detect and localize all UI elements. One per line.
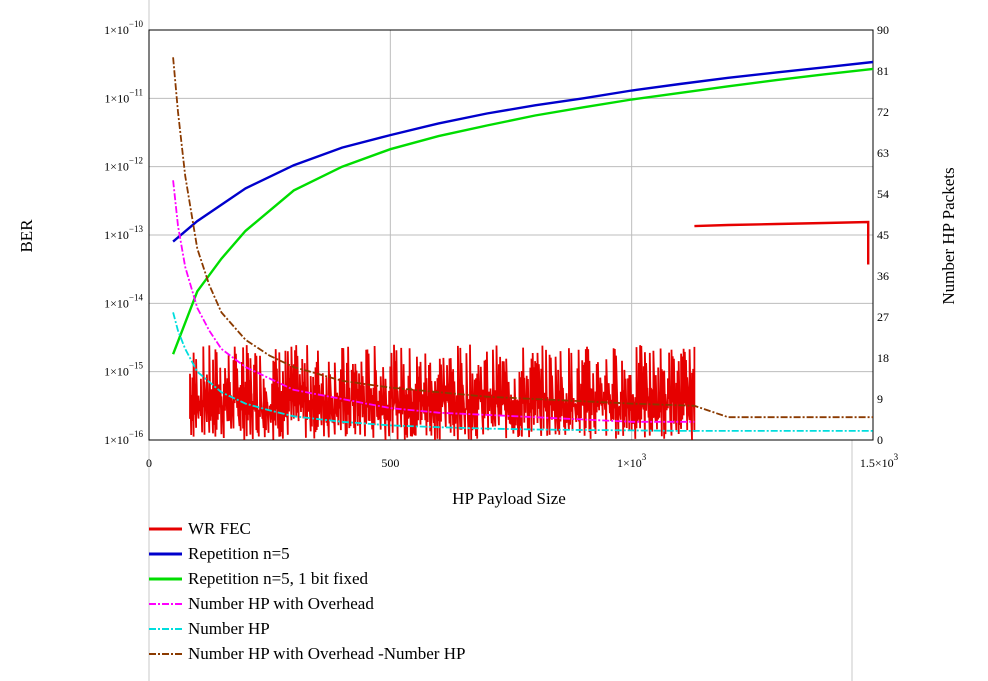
y2-tick-label-8: 72 bbox=[877, 105, 889, 119]
y2-axis-title: Number HP Packets bbox=[939, 167, 958, 304]
y2-tick-label-6: 54 bbox=[877, 187, 889, 201]
series-5-line bbox=[172, 57, 873, 419]
y-tick-label-6: 1×10−16 bbox=[104, 429, 143, 447]
series-4-line bbox=[172, 312, 873, 432]
plot-frame bbox=[148, 29, 874, 441]
series-2-line bbox=[171, 67, 874, 355]
legend-label-2: Repetition n=5, 1 bit fixed bbox=[188, 569, 369, 588]
y2-tick-label-5: 45 bbox=[877, 228, 889, 242]
y2-tick-label-2: 18 bbox=[877, 351, 889, 365]
legend-label-5: Number HP with Overhead -Number HP bbox=[188, 644, 465, 663]
axis-titles: HP Payload Size BER Number HP Packets bbox=[17, 167, 958, 508]
y2-tick-label-3: 27 bbox=[877, 310, 889, 324]
y-tick-label-2: 1×10−12 bbox=[104, 156, 143, 174]
y-tick-label-3: 1×10−13 bbox=[104, 224, 143, 242]
y2-tick-label-0: 0 bbox=[877, 433, 883, 447]
series-1-line bbox=[172, 60, 874, 243]
series-0-noise bbox=[189, 344, 696, 441]
y-tick-label-4: 1×10−14 bbox=[104, 292, 143, 310]
y2-tick-label-9: 81 bbox=[877, 64, 889, 78]
y2-tick-label-1: 9 bbox=[877, 392, 883, 406]
x-tick-label-0: 0 bbox=[146, 456, 152, 470]
y-tick-label-1: 1×10−11 bbox=[104, 87, 143, 105]
series-lines bbox=[171, 57, 874, 441]
legend-label-0: WR FEC bbox=[188, 519, 251, 538]
x-tick-label-2: 1×103 bbox=[617, 452, 647, 470]
series-0-line bbox=[694, 220, 870, 265]
legend-label-3: Number HP with Overhead bbox=[188, 594, 374, 613]
y-tick-label-5: 1×10−15 bbox=[104, 361, 143, 379]
y2-tick-label-4: 36 bbox=[877, 269, 889, 283]
x-tick-label-1: 500 bbox=[381, 456, 399, 470]
y2-tick-label-10: 90 bbox=[877, 23, 889, 37]
series-3-line bbox=[172, 180, 695, 423]
x-tick-label-3: 1.5×103 bbox=[860, 452, 899, 470]
y-axis-title: BER bbox=[17, 219, 36, 253]
grid bbox=[148, 0, 874, 681]
legend: WR FEC Repetition n=5 Repetition n=5, 1 bi… bbox=[149, 519, 465, 663]
y2-tick-label-7: 63 bbox=[877, 146, 889, 160]
legend-label-1: Repetition n=5 bbox=[188, 544, 290, 563]
y-tick-label-0: 1×10−10 bbox=[104, 19, 143, 37]
x-axis-title: HP Payload Size bbox=[452, 489, 566, 508]
legend-label-4: Number HP bbox=[188, 619, 270, 638]
